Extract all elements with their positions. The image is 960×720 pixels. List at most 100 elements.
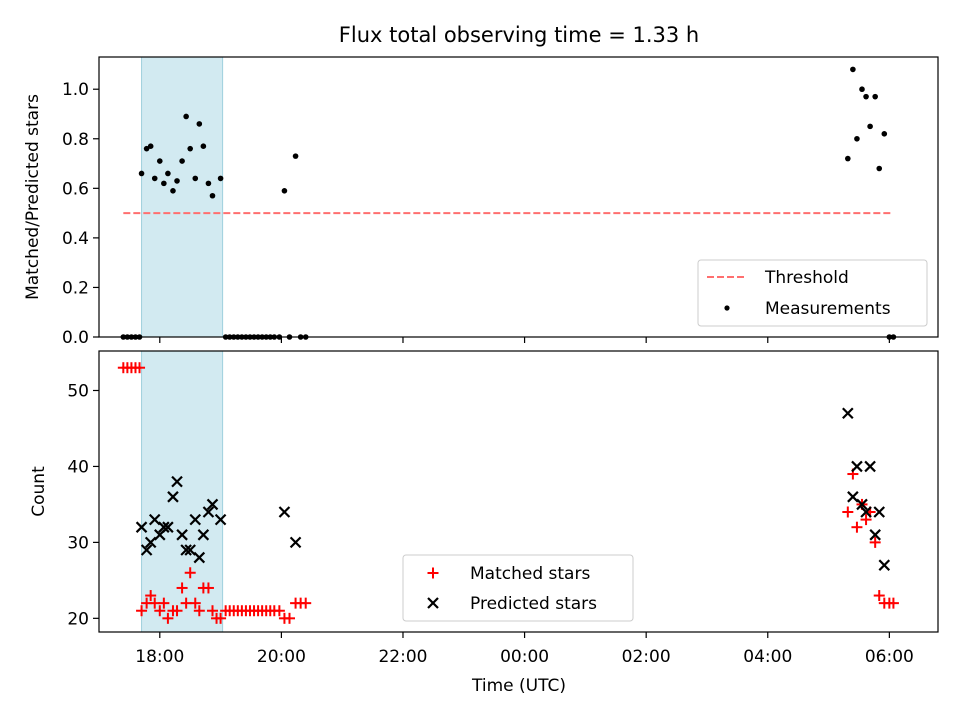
matched-star-point — [134, 362, 146, 374]
legend-threshold-label: Threshold — [764, 268, 849, 288]
top-y-ticks: 0.0 0.2 0.4 0.6 0.8 1.0 — [62, 80, 99, 348]
measurement-point — [165, 170, 171, 177]
top-axes-frame — [98, 56, 939, 338]
y-tick-label: 0.0 — [62, 328, 89, 348]
predicted-star-point — [856, 498, 868, 511]
matched-star-point — [189, 597, 201, 609]
matched-star-point — [193, 605, 205, 617]
predicted-star-point — [869, 529, 881, 541]
matched-star-point — [171, 605, 183, 617]
matched-star-point — [300, 597, 312, 609]
measurement-point — [138, 170, 145, 177]
bottom-legend-box — [402, 554, 634, 622]
bottom-axes-frame — [98, 350, 939, 633]
predicted-star-point — [171, 475, 183, 488]
matched-star-point — [215, 612, 227, 624]
measurement-point — [845, 155, 851, 162]
bottom-y-ticks: 20 30 40 50 — [67, 381, 99, 629]
measurement-point — [205, 180, 212, 187]
legend-predicted-label: Predicted stars — [470, 594, 597, 614]
matched-star-point — [136, 605, 148, 617]
measurement-point — [174, 178, 180, 184]
y-tick-label: 0.6 — [62, 179, 89, 199]
predicted-star-point — [278, 506, 291, 518]
bottom-legend: Matched stars Predicted stars — [402, 554, 634, 622]
predicted-star-point — [847, 491, 859, 503]
x-tick-label: 18:00 — [135, 647, 184, 667]
legend-measurements-label: Measurements — [765, 299, 891, 319]
matched-star-point — [860, 514, 872, 526]
predicted-star-point — [184, 544, 196, 556]
predicted-star-point — [202, 506, 215, 518]
measurement-point — [217, 175, 224, 182]
top-legend: Threshold Measurements — [697, 259, 928, 327]
measurement-point — [179, 158, 185, 164]
bottom-x-ticks: 18:00 20:00 22:00 00:00 02:00 04:00 06:00 — [135, 632, 914, 667]
x-tick-label: 02:00 — [622, 647, 671, 667]
measurement-point — [292, 153, 299, 159]
matched-star-point — [273, 605, 285, 617]
measurement-point — [872, 93, 878, 100]
predicted-star-point — [167, 491, 179, 503]
x-tick-label: 04:00 — [743, 647, 792, 667]
measurement-point — [876, 165, 883, 172]
chart-title: Flux total observing time = 1.33 h — [339, 23, 699, 47]
y-tick-label: 0.4 — [62, 229, 89, 249]
matched-star-point — [283, 612, 295, 624]
top-panel: 0.0 0.2 0.4 0.6 0.8 1.0 Matched/Predicted sta… — [23, 56, 939, 348]
measurement-point — [200, 143, 207, 150]
x-tick-label: 00:00 — [500, 647, 549, 667]
predicted-star-point — [851, 460, 863, 473]
y-tick-label: 30 — [67, 533, 89, 553]
predicted-star-point — [214, 513, 227, 526]
y-tick-label: 1.0 — [62, 80, 89, 100]
bottom-panel: 20 30 40 50 18:00 20:00 22:00 00:00 02:00 04:00 0… — [29, 350, 939, 696]
predicted-star-point — [289, 536, 302, 549]
legend-x-marker — [427, 597, 439, 609]
predicted-star-point — [873, 506, 886, 518]
measurement-point — [151, 175, 158, 182]
measurement-point — [143, 145, 150, 152]
measurement-point — [187, 145, 193, 152]
matched-star-point — [202, 582, 214, 594]
matched-star-point — [873, 590, 885, 602]
predicted-star-point — [197, 529, 210, 541]
measurement-point — [281, 188, 288, 194]
matched-star-point — [176, 582, 188, 594]
predicted-star-point — [860, 506, 872, 518]
measurement-point — [196, 121, 203, 127]
predicted-star-point — [162, 521, 174, 533]
predicted-star-point — [135, 521, 148, 533]
top-highlight-span — [141, 56, 224, 338]
matched-star-point — [842, 506, 854, 518]
measurement-point — [859, 86, 865, 93]
matched-star-point — [851, 521, 863, 533]
measurement-point — [192, 175, 199, 182]
top-legend-box — [697, 259, 928, 327]
top-y-axis-label: Matched/Predicted stars — [23, 94, 43, 300]
measurement-point — [161, 180, 167, 187]
y-tick-label: 40 — [67, 457, 89, 477]
predicted-star-point — [158, 521, 170, 533]
measurement-point — [854, 135, 860, 142]
measurement-point — [881, 131, 888, 137]
matched-star-point — [145, 590, 157, 602]
y-tick-label: 0.8 — [62, 130, 89, 150]
matched-star-point — [206, 605, 218, 617]
x-tick-label: 20:00 — [257, 647, 306, 667]
measurement-point — [867, 123, 873, 130]
matched-star-point — [154, 605, 166, 617]
matched-star-point — [887, 597, 899, 609]
predicted-star-point — [193, 551, 206, 564]
legend-plus-marker — [427, 567, 439, 579]
matched-star-point — [162, 612, 174, 624]
measurement-point — [183, 113, 189, 120]
legend-measurements-swatch — [724, 305, 730, 311]
x-axis-label: Time (UTC) — [471, 676, 566, 696]
legend-matched-swatch — [427, 567, 439, 579]
predicted-star-point — [206, 498, 219, 511]
predicted-star-point — [842, 407, 854, 420]
measurement-point — [850, 66, 856, 73]
predicted-star-point — [864, 460, 876, 473]
